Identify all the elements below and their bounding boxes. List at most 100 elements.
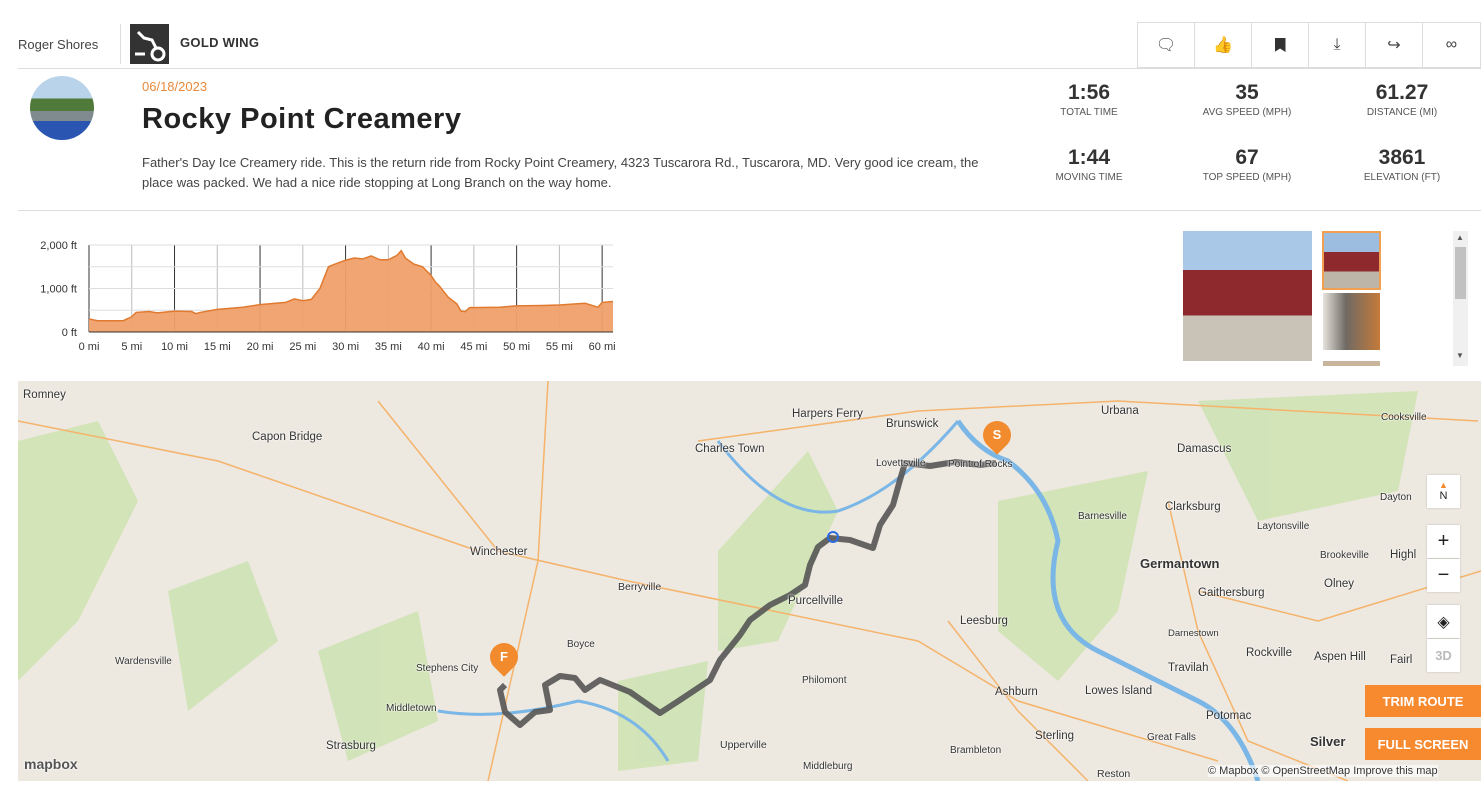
waypoint-marker — [827, 531, 839, 543]
ride-title: Rocky Point Creamery — [142, 103, 462, 135]
bike-name[interactable]: GOLD WING — [180, 35, 260, 50]
ride-description: Father's Day Ice Creamery ride. This is … — [142, 155, 979, 190]
share-icon[interactable]: ↪ — [1366, 23, 1423, 67]
y-tick-label: 1,000 ft — [40, 284, 77, 296]
trim-route-button[interactable]: TRIM ROUTE — [1365, 685, 1481, 717]
map-label: Leesburg — [960, 615, 1008, 627]
x-tick-label: 25 mi — [289, 341, 316, 353]
elevation-area — [89, 250, 613, 332]
map-label: Brunswick — [886, 418, 939, 430]
map-label: Ashburn — [995, 686, 1038, 698]
map-label: Olney — [1324, 578, 1355, 590]
finish-marker[interactable]: F — [484, 637, 524, 677]
compass-button[interactable]: ▲ N — [1427, 475, 1460, 508]
map-label: Great Falls — [1147, 732, 1196, 743]
y-tick-label: 0 ft — [62, 327, 77, 339]
map-label: Damascus — [1177, 443, 1232, 455]
photo-thumb[interactable] — [1323, 293, 1380, 350]
mapbox-logo[interactable]: mapbox — [24, 756, 78, 772]
map-label: Philomont — [802, 675, 847, 686]
scroll-down-icon[interactable]: ▼ — [1456, 351, 1464, 360]
ride-date: 06/18/2023 — [142, 79, 208, 94]
map-label: Reston — [1097, 768, 1131, 780]
x-tick-label: 15 mi — [204, 341, 231, 353]
photo-thumb[interactable] — [1322, 231, 1381, 290]
map-label: Dayton — [1380, 492, 1412, 503]
map-label: Middleburg — [803, 761, 853, 772]
start-marker[interactable]: S — [977, 415, 1017, 455]
3d-button[interactable]: 3D — [1427, 639, 1460, 672]
zoom-in-button[interactable]: + — [1427, 525, 1460, 558]
full-screen-button[interactable]: FULL SCREEN — [1365, 728, 1481, 760]
scroll-up-icon[interactable]: ▲ — [1456, 233, 1464, 242]
scrollbar-thumb[interactable] — [1455, 247, 1466, 299]
map-label: Brambleton — [950, 745, 1002, 756]
map-label: Stephens City — [416, 663, 479, 674]
elevation-chart[interactable]: 0 mi 5 mi 10 mi 15 mi 20 mi 25 mi 30 mi 35 mi 40… — [20, 232, 630, 357]
map-label: Rockville — [1246, 647, 1293, 659]
stat-total-time: 1:56 TOTAL TIME — [1060, 81, 1118, 118]
comment-icon[interactable]: 🗨 — [1138, 23, 1195, 67]
map-label: Boyce — [567, 639, 595, 650]
stat-elevation: 3861 ELEVATION (FT) — [1363, 146, 1441, 183]
divider — [120, 24, 121, 64]
x-tick-label: 60 mi — [589, 341, 616, 353]
map-label: Urbana — [1101, 405, 1139, 417]
map-label: Travilah — [1168, 662, 1209, 674]
x-tick-label: 0 mi — [79, 341, 100, 353]
download-icon[interactable]: ⤓ — [1309, 23, 1366, 67]
gallery-scrollbar[interactable]: ▲ ▼ — [1453, 231, 1468, 366]
map-label: Upperville — [720, 739, 767, 751]
map-label: Berryville — [618, 581, 662, 593]
map-label: Wardensville — [115, 656, 172, 667]
stat-distance: 61.27 DISTANCE (MI) — [1366, 81, 1438, 118]
y-tick-label: 2,000 ft — [40, 240, 77, 252]
map-label: Lovettsville — [876, 458, 926, 469]
zoom-out-button[interactable]: − — [1427, 559, 1460, 592]
map-label: Barnesville — [1078, 511, 1127, 522]
map-label: Potomac — [1206, 710, 1252, 722]
bookmark-icon[interactable] — [1252, 23, 1309, 67]
map-label: Laytonsville — [1257, 521, 1310, 532]
map-label: Gaithersburg — [1198, 587, 1265, 599]
link-icon[interactable]: ∞ — [1445, 36, 1458, 53]
avatar[interactable] — [30, 76, 94, 140]
map-label: Strasburg — [326, 740, 376, 752]
map-label: Charles Town — [695, 443, 765, 455]
motorcycle-icon — [130, 24, 169, 64]
stat-top-speed: 67 TOP SPEED (MPH) — [1202, 146, 1292, 183]
top-bar: Roger Shores GOLD WING 🗨 👍 ⤓ ↪ ∞ — [18, 18, 1481, 69]
stat-avg-speed: 35 AVG SPEED (MPH) — [1202, 81, 1292, 118]
x-tick-label: 35 mi — [375, 341, 402, 353]
map-label: Romney — [23, 389, 66, 401]
x-tick-label: 45 mi — [460, 341, 487, 353]
route-map[interactable]: Romney Capon Bridge Charles Town Harpers… — [18, 381, 1481, 781]
route-path — [497, 459, 997, 728]
user-name[interactable]: Roger Shores — [18, 37, 99, 52]
map-label: Brookeville — [1320, 550, 1369, 561]
x-tick-label: 10 mi — [161, 341, 188, 353]
x-tick-label: 50 mi — [503, 341, 530, 353]
map-label: Silver — [1310, 734, 1346, 749]
photo-thumb[interactable] — [1323, 361, 1380, 366]
x-tick-label: 55 mi — [546, 341, 573, 353]
x-tick-label: 5 mi — [121, 341, 142, 353]
map-label: Highl — [1390, 549, 1417, 561]
map-label: Winchester — [470, 546, 528, 558]
action-toolbar: 🗨 👍 ⤓ ↪ ∞ — [1137, 22, 1481, 68]
map-label: Capon Bridge — [252, 431, 323, 443]
map-label: Harpers Ferry — [792, 408, 863, 420]
elevation-line — [88, 249, 614, 322]
x-tick-label: 30 mi — [332, 341, 359, 353]
map-label: Germantown — [1140, 556, 1220, 571]
thumbs-up-icon[interactable]: 👍 — [1195, 23, 1252, 67]
map-label: Lowes Island — [1085, 685, 1153, 697]
x-tick-label: 40 mi — [418, 341, 445, 353]
photo-main[interactable] — [1183, 231, 1312, 361]
map-label: Aspen Hill — [1314, 651, 1366, 663]
map-attribution[interactable]: © Mapbox © OpenStreetMap Improve this ma… — [1208, 765, 1438, 777]
layers-icon[interactable]: ◈ — [1427, 605, 1460, 638]
x-tick-label: 20 mi — [247, 341, 274, 353]
map-label: Middletown — [386, 703, 437, 714]
map-label: Point of Rocks — [948, 459, 1013, 470]
